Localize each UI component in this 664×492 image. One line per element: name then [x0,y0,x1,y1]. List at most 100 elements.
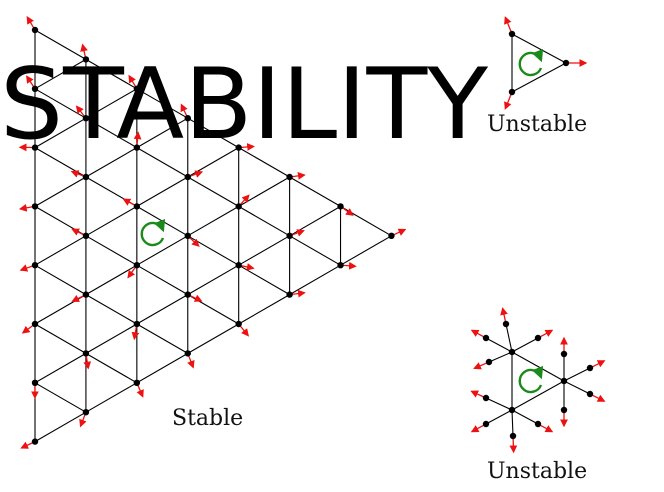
edge [238,205,290,237]
node [235,320,242,328]
edge [563,380,591,395]
force-arrow [136,385,144,398]
edge [289,176,341,207]
node [508,406,516,414]
edge [187,264,239,296]
node [133,203,141,210]
node [31,379,39,386]
node [586,390,594,398]
edge [34,264,87,296]
node [502,320,510,328]
force-arrow [592,394,606,402]
edge [485,337,513,353]
edge [511,62,567,93]
stable-lattice [18,16,407,449]
node [82,115,90,122]
force-arrow [473,362,487,370]
node [31,144,39,151]
edge [340,235,392,266]
force-arrow [292,289,306,298]
edge [85,294,138,325]
rotation-icon-stable [140,218,166,247]
edge [238,147,290,178]
force-arrow [470,329,484,338]
force-arrow [21,325,33,334]
edge [187,205,239,237]
edge [289,264,341,296]
edge [85,235,138,266]
node [31,320,39,328]
force-arrow [75,105,85,117]
node [388,232,395,239]
node [485,358,493,366]
node [337,262,344,269]
force-arrow [71,228,84,236]
unstable-triangle [504,16,588,110]
label-unstable-triangle: Unstable [487,112,587,137]
force-arrow [343,261,357,270]
node [235,144,242,151]
force-arrow [393,228,407,236]
node [133,144,141,151]
node [133,85,141,93]
node [82,173,90,181]
force-arrow [342,207,354,216]
force-arrow [133,131,142,145]
node [235,262,242,269]
force-arrow [79,414,87,428]
node [31,262,39,269]
node [562,59,570,67]
node [133,262,141,269]
node [31,85,39,93]
node [534,334,542,342]
edge [34,29,87,60]
edge [187,235,239,266]
edge [340,205,392,237]
node [31,203,39,210]
force-arrow [26,75,34,87]
edge [85,88,138,119]
node [82,409,90,416]
force-arrow [241,263,255,271]
node [337,203,344,210]
edge [85,147,138,178]
force-arrow [470,390,484,398]
force-arrow [292,172,306,180]
edge [34,382,87,413]
node [482,394,490,402]
force-arrow [128,74,136,87]
edge [187,176,239,207]
edge [187,117,239,149]
edge [34,176,87,207]
force-arrow [80,43,88,57]
force-arrow [83,356,92,370]
node [82,291,90,298]
node [286,173,293,181]
force-arrow [504,16,512,32]
edge [485,409,513,425]
node [133,320,141,328]
force-arrow [540,329,554,338]
node [286,291,293,298]
edge [238,294,290,325]
node [31,438,39,445]
edge [505,323,513,353]
edge [485,397,513,411]
edge [511,409,539,425]
edge [136,323,189,354]
edge [136,88,189,119]
edge [136,352,189,384]
edge [238,264,290,296]
node [184,173,191,181]
force-arrow [131,326,140,341]
edge [511,409,514,437]
force-arrow [70,170,84,178]
edge [238,235,290,266]
node [82,232,90,239]
edge [488,351,513,363]
node [133,379,141,386]
edge [136,264,189,296]
force-arrow [292,229,305,237]
force-arrow [240,325,250,337]
edge [85,264,138,296]
